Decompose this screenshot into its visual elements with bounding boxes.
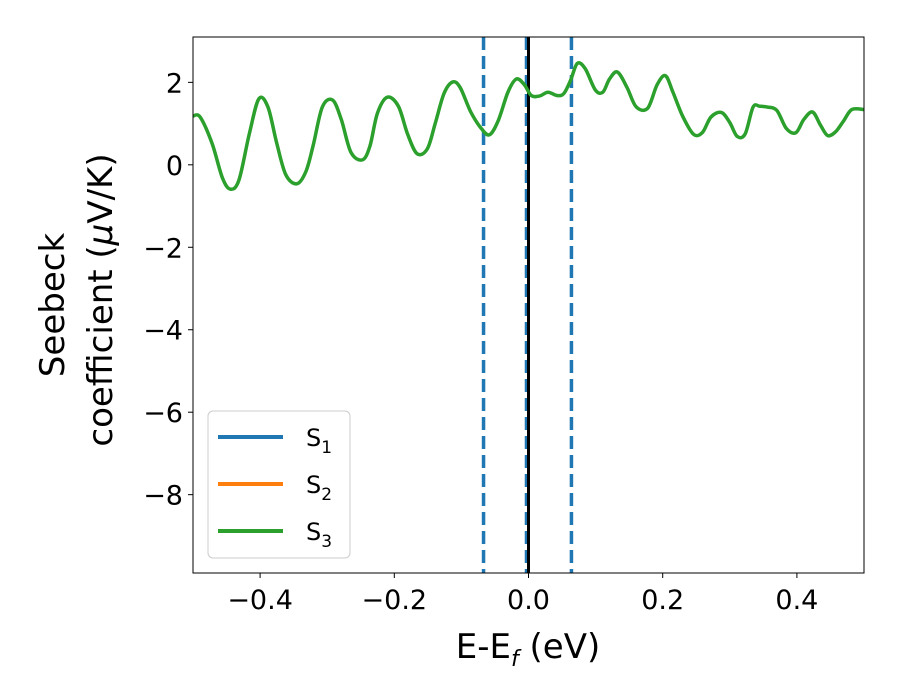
x-tick-label: 0.4 [775, 585, 818, 616]
y-tick-label: −8 [143, 481, 183, 512]
x-axis-label: E-Ef (eV) [456, 627, 601, 672]
x-tick-label: 0.2 [641, 585, 684, 616]
legend-label-2: S2 [306, 471, 332, 505]
series-lines [193, 61, 864, 191]
y-tick-label: −4 [143, 316, 183, 347]
y-tick-label: 2 [166, 68, 183, 99]
y-tick-label: −2 [143, 233, 183, 264]
legend: S1 S2 S3 [207, 410, 351, 559]
y-axis-label-line1: Seebeck [33, 233, 73, 378]
x-tick-label: −0.2 [362, 585, 428, 616]
legend-label-1: S1 [306, 424, 332, 458]
y-axis-label-line2: coefficient (μV/K) [81, 153, 121, 446]
y-axis: 2 0 −2 −4 −6 −8 [143, 68, 193, 512]
series-line-3 [193, 61, 864, 191]
legend-label-3: S3 [306, 518, 332, 552]
x-tick-label: −0.4 [227, 585, 293, 616]
x-axis: −0.4 −0.2 0.0 0.2 0.4 [227, 573, 818, 616]
reference-lines [481, 37, 574, 573]
y-tick-label: 0 [166, 151, 183, 182]
y-tick-label: −6 [143, 398, 183, 429]
x-tick-label: 0.0 [507, 585, 550, 616]
